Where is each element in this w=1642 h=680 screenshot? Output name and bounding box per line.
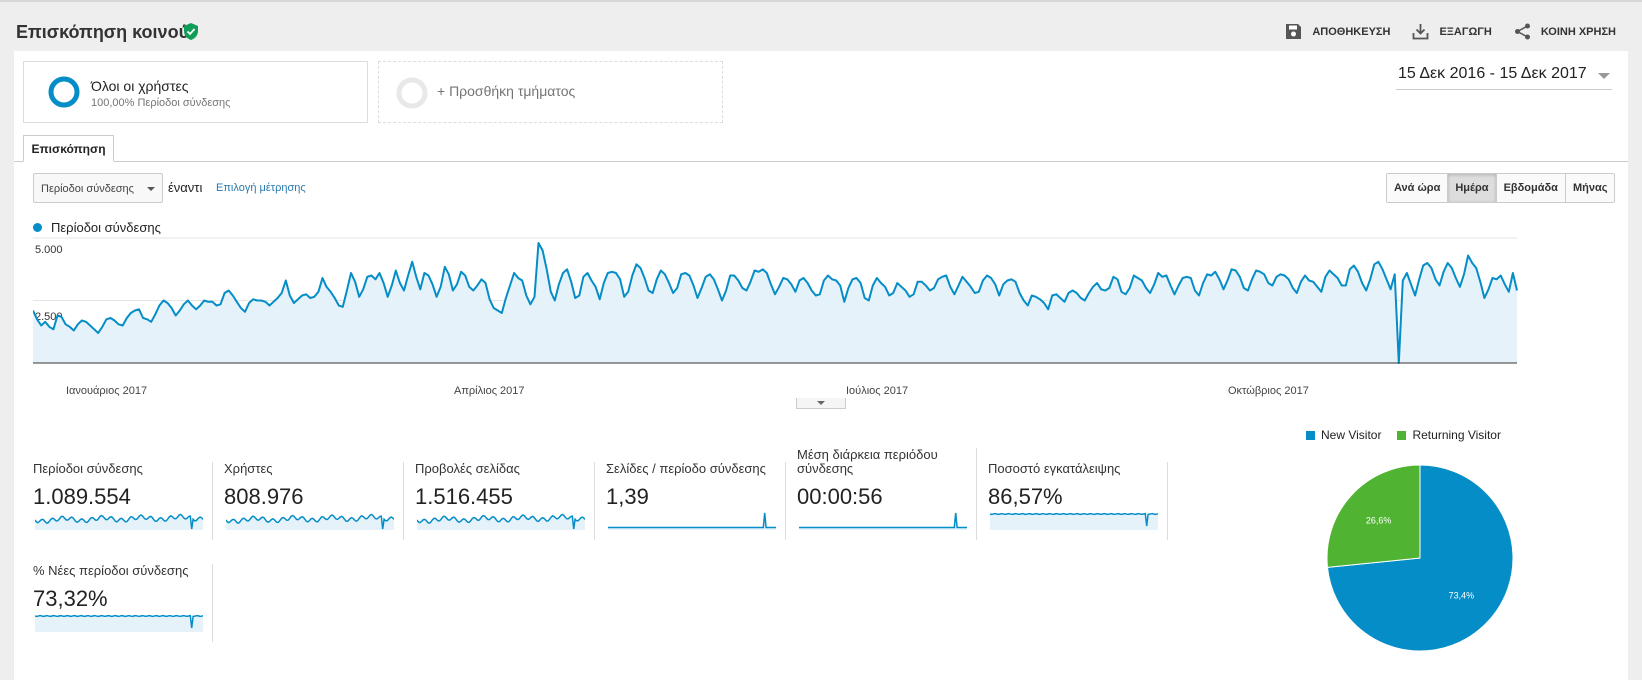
download-icon [1413, 24, 1429, 40]
sparkline-line [608, 512, 776, 529]
metric-users[interactable]: Χρήστες 808.976 [224, 462, 404, 540]
granularity-week-button[interactable]: Εβδομάδα [1495, 174, 1565, 202]
metric-sparkline [799, 512, 967, 530]
chevron-down-icon [1598, 73, 1610, 79]
share-label: ΚΟΙΝΗ ΧΡΗΣΗ [1540, 25, 1616, 38]
pie-slice-label: 26,6% [1366, 516, 1392, 526]
tab-overview[interactable]: Επισκόπηση [23, 135, 114, 162]
tab-divider [14, 161, 1628, 162]
segment-ring-icon [48, 76, 80, 108]
metric-name: Σελίδες / περίοδο σύνδεσης [606, 461, 766, 476]
metric-name: Χρήστες [224, 461, 273, 476]
page-title: Επισκόπηση κοινού [16, 22, 190, 42]
share-button[interactable]: ΚΟΙΝΗ ΧΡΗΣΗ [1514, 23, 1616, 40]
add-segment-button[interactable]: + Προσθήκη τμήματος [378, 61, 723, 123]
pie-legend-item-returning[interactable]: Returning Visitor [1397, 428, 1501, 442]
area-fill [33, 243, 1517, 363]
legend-label: New Visitor [1321, 428, 1382, 442]
metric-pages-per-session[interactable]: Σελίδες / περίοδο σύνδεσης 1,39 [606, 462, 786, 540]
series-line [33, 242, 1518, 364]
metric-sparkline [990, 512, 1158, 530]
metric-select[interactable]: Περίοδοι σύνδεσης [33, 173, 163, 203]
metric-name: Προβολές σελίδας [415, 461, 520, 476]
sparkline-fill [35, 615, 203, 632]
x-tick-label: Απρίλιος 2017 [454, 385, 525, 397]
metric-value: 00:00:56 [797, 484, 883, 509]
sparkline-line [35, 513, 203, 530]
metric-name: Περίοδοι σύνδεσης [33, 461, 143, 476]
export-button[interactable]: ΕΞΑΓΩΓΗ [1412, 23, 1492, 40]
add-segment-label: + Προσθήκη τμήματος [437, 83, 576, 99]
sparkline-line [226, 513, 394, 530]
pie-slice[interactable] [1326, 464, 1421, 568]
versus-label: έναντι [168, 180, 203, 195]
metric-sessions[interactable]: Περίοδοι σύνδεσης 1.089.554 [33, 462, 213, 540]
verified-shield-icon [184, 23, 198, 40]
date-range-text: 15 Δεκ 2016 - 15 Δεκ 2017 [1398, 65, 1587, 82]
granularity-day-button[interactable]: Ημέρα [1447, 174, 1496, 202]
sparkline-line [799, 512, 967, 529]
metric-avg-session-duration[interactable]: Μέση διάρκεια περιόδου σύνδεσης 00:00:56 [797, 448, 977, 540]
segment-percentage: 100,00% Περίοδοι σύνδεσης [91, 97, 231, 109]
save-button[interactable]: ΑΠΟΘΗΚΕΥΣΗ [1285, 23, 1390, 40]
save-icon [1286, 24, 1302, 39]
metric-value: 1,39 [606, 484, 649, 509]
legend-label: Περίοδοι σύνδεσης [51, 220, 161, 235]
segment-all-users[interactable]: Όλοι οι χρήστες 100,00% Περίοδοι σύνδεση… [23, 61, 368, 123]
header-actions: ΑΠΟΘΗΚΕΥΣΗ ΕΞΑΓΩΓΗ ΚΟΙΝΗ ΧΡΗΣΗ [1285, 23, 1616, 40]
share-icon [1514, 23, 1530, 40]
metric-bounce-rate[interactable]: Ποσοστό εγκατάλειψης 86,57% [988, 462, 1168, 540]
legend-swatch [1397, 430, 1407, 440]
metric-select-value: Περίοδοι σύνδεσης [41, 183, 134, 195]
top-border [0, 0, 1642, 2]
metric-sparkline [417, 513, 585, 530]
segment-name: Όλοι οι χρήστες [91, 78, 189, 94]
chevron-down-icon [817, 401, 825, 405]
metric-value: 1.089.554 [33, 484, 131, 509]
sparkline-line [417, 513, 585, 530]
metric-new-sessions-pct[interactable]: % Νέες περίοδοι σύνδεσης 73,32% [33, 564, 213, 642]
metric-name: Μέση διάρκεια περιόδου σύνδεσης [797, 447, 938, 476]
metric-value: 808.976 [224, 484, 304, 509]
sessions-chart[interactable] [33, 236, 1589, 379]
export-label: ΕΞΑΓΩΓΗ [1439, 25, 1492, 38]
visitor-type-pie-chart[interactable]: 73,4% 26,6% [1320, 458, 1520, 658]
metric-sparkline [226, 513, 394, 530]
legend-dot [33, 223, 42, 232]
metric-sparkline [35, 614, 203, 632]
chart-expand-toggle[interactable] [796, 398, 846, 409]
segment-placeholder-ring-icon [396, 77, 428, 109]
sparkline-fill [799, 513, 967, 530]
pick-metric-link[interactable]: Επιλογή μέτρησης [216, 182, 306, 194]
granularity-toggle: Ανά ώρα Ημέρα Εβδομάδα Μήνας [1386, 173, 1616, 203]
pie-legend-item-new[interactable]: New Visitor [1306, 428, 1381, 442]
date-range-picker[interactable]: 15 Δεκ 2016 - 15 Δεκ 2017 [1396, 62, 1612, 90]
metric-value: 86,57% [988, 484, 1063, 509]
chevron-down-icon [147, 187, 155, 191]
legend-swatch [1306, 430, 1315, 440]
legend-label: Returning Visitor [1412, 428, 1501, 442]
save-label: ΑΠΟΘΗΚΕΥΣΗ [1312, 25, 1391, 38]
metric-value: 73,32% [33, 586, 108, 611]
metric-sparkline [608, 512, 776, 530]
x-tick-label: Ιανουάριος 2017 [66, 385, 148, 397]
sparkline-fill [608, 513, 776, 530]
chart-legend: Περίοδοι σύνδεσης [33, 220, 161, 235]
x-tick-label: Ιούλιος 2017 [846, 385, 909, 397]
sparkline-line [35, 614, 203, 629]
y-tick-label: 5.000 [35, 244, 63, 256]
sparkline-fill [990, 513, 1158, 530]
metric-name: Ποσοστό εγκατάλειψης [988, 461, 1121, 476]
granularity-month-button[interactable]: Μήνας [1564, 174, 1615, 202]
granularity-hourly-button[interactable]: Ανά ώρα [1387, 174, 1448, 202]
pie-legend: New Visitor Returning Visitor [1306, 428, 1501, 442]
metric-pageviews[interactable]: Προβολές σελίδας 1.516.455 [415, 462, 595, 540]
metric-name: % Νέες περίοδοι σύνδεσης [33, 563, 189, 578]
x-tick-label: Οκτώβριος 2017 [1228, 385, 1309, 397]
metric-value: 1.516.455 [415, 484, 513, 509]
sparkline-line [990, 512, 1158, 527]
metric-sparkline [35, 513, 203, 530]
pie-slice-label: 73,4% [1449, 590, 1475, 600]
